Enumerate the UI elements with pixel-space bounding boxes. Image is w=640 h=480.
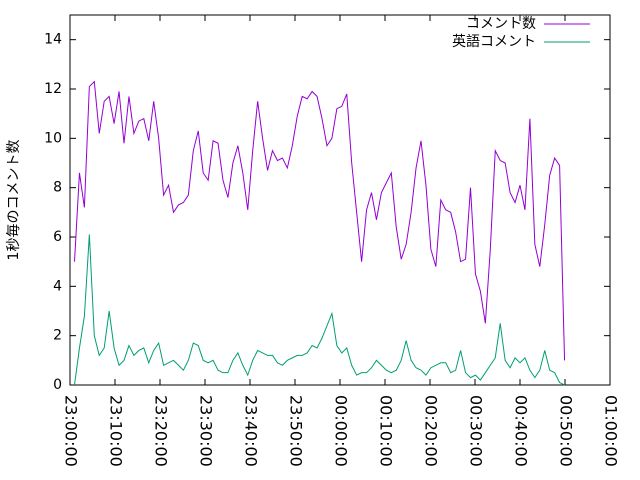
x-tick-label: 01:00:00 <box>602 395 621 467</box>
y-tick-label: 14 <box>44 32 62 48</box>
plot-border <box>69 14 611 386</box>
y-tick-label: 12 <box>44 81 62 97</box>
x-tick-label: 00:20:00 <box>422 395 441 467</box>
y-tick-label: 6 <box>53 229 62 245</box>
x-tick-label: 23:50:00 <box>287 395 306 467</box>
y-axis-label: 1秒毎のコメント数 <box>6 140 22 261</box>
series-line <box>74 80 566 361</box>
series-line <box>74 234 565 386</box>
x-tick-label: 23:40:00 <box>242 395 261 467</box>
x-tick-label: 00:00:00 <box>332 395 351 467</box>
x-tick-label: 00:50:00 <box>557 395 576 467</box>
y-tick-label: 4 <box>53 278 62 294</box>
x-tick-label: 23:00:00 <box>62 395 81 467</box>
x-tick-label: 23:20:00 <box>152 395 171 467</box>
y-tick-label: 0 <box>53 377 62 393</box>
legend-label: 英語コメント <box>452 33 536 50</box>
y-tick-label: 10 <box>44 130 62 146</box>
x-tick-label: 00:40:00 <box>512 395 531 467</box>
x-tick-label: 23:10:00 <box>107 395 126 467</box>
x-tick-label: 00:10:00 <box>377 395 396 467</box>
y-tick-label: 8 <box>53 180 62 196</box>
x-tick-label: 23:30:00 <box>197 395 216 467</box>
x-tick-label: 00:30:00 <box>467 395 486 467</box>
legend-label: コメント数 <box>466 16 536 32</box>
y-tick-label: 2 <box>53 328 62 344</box>
